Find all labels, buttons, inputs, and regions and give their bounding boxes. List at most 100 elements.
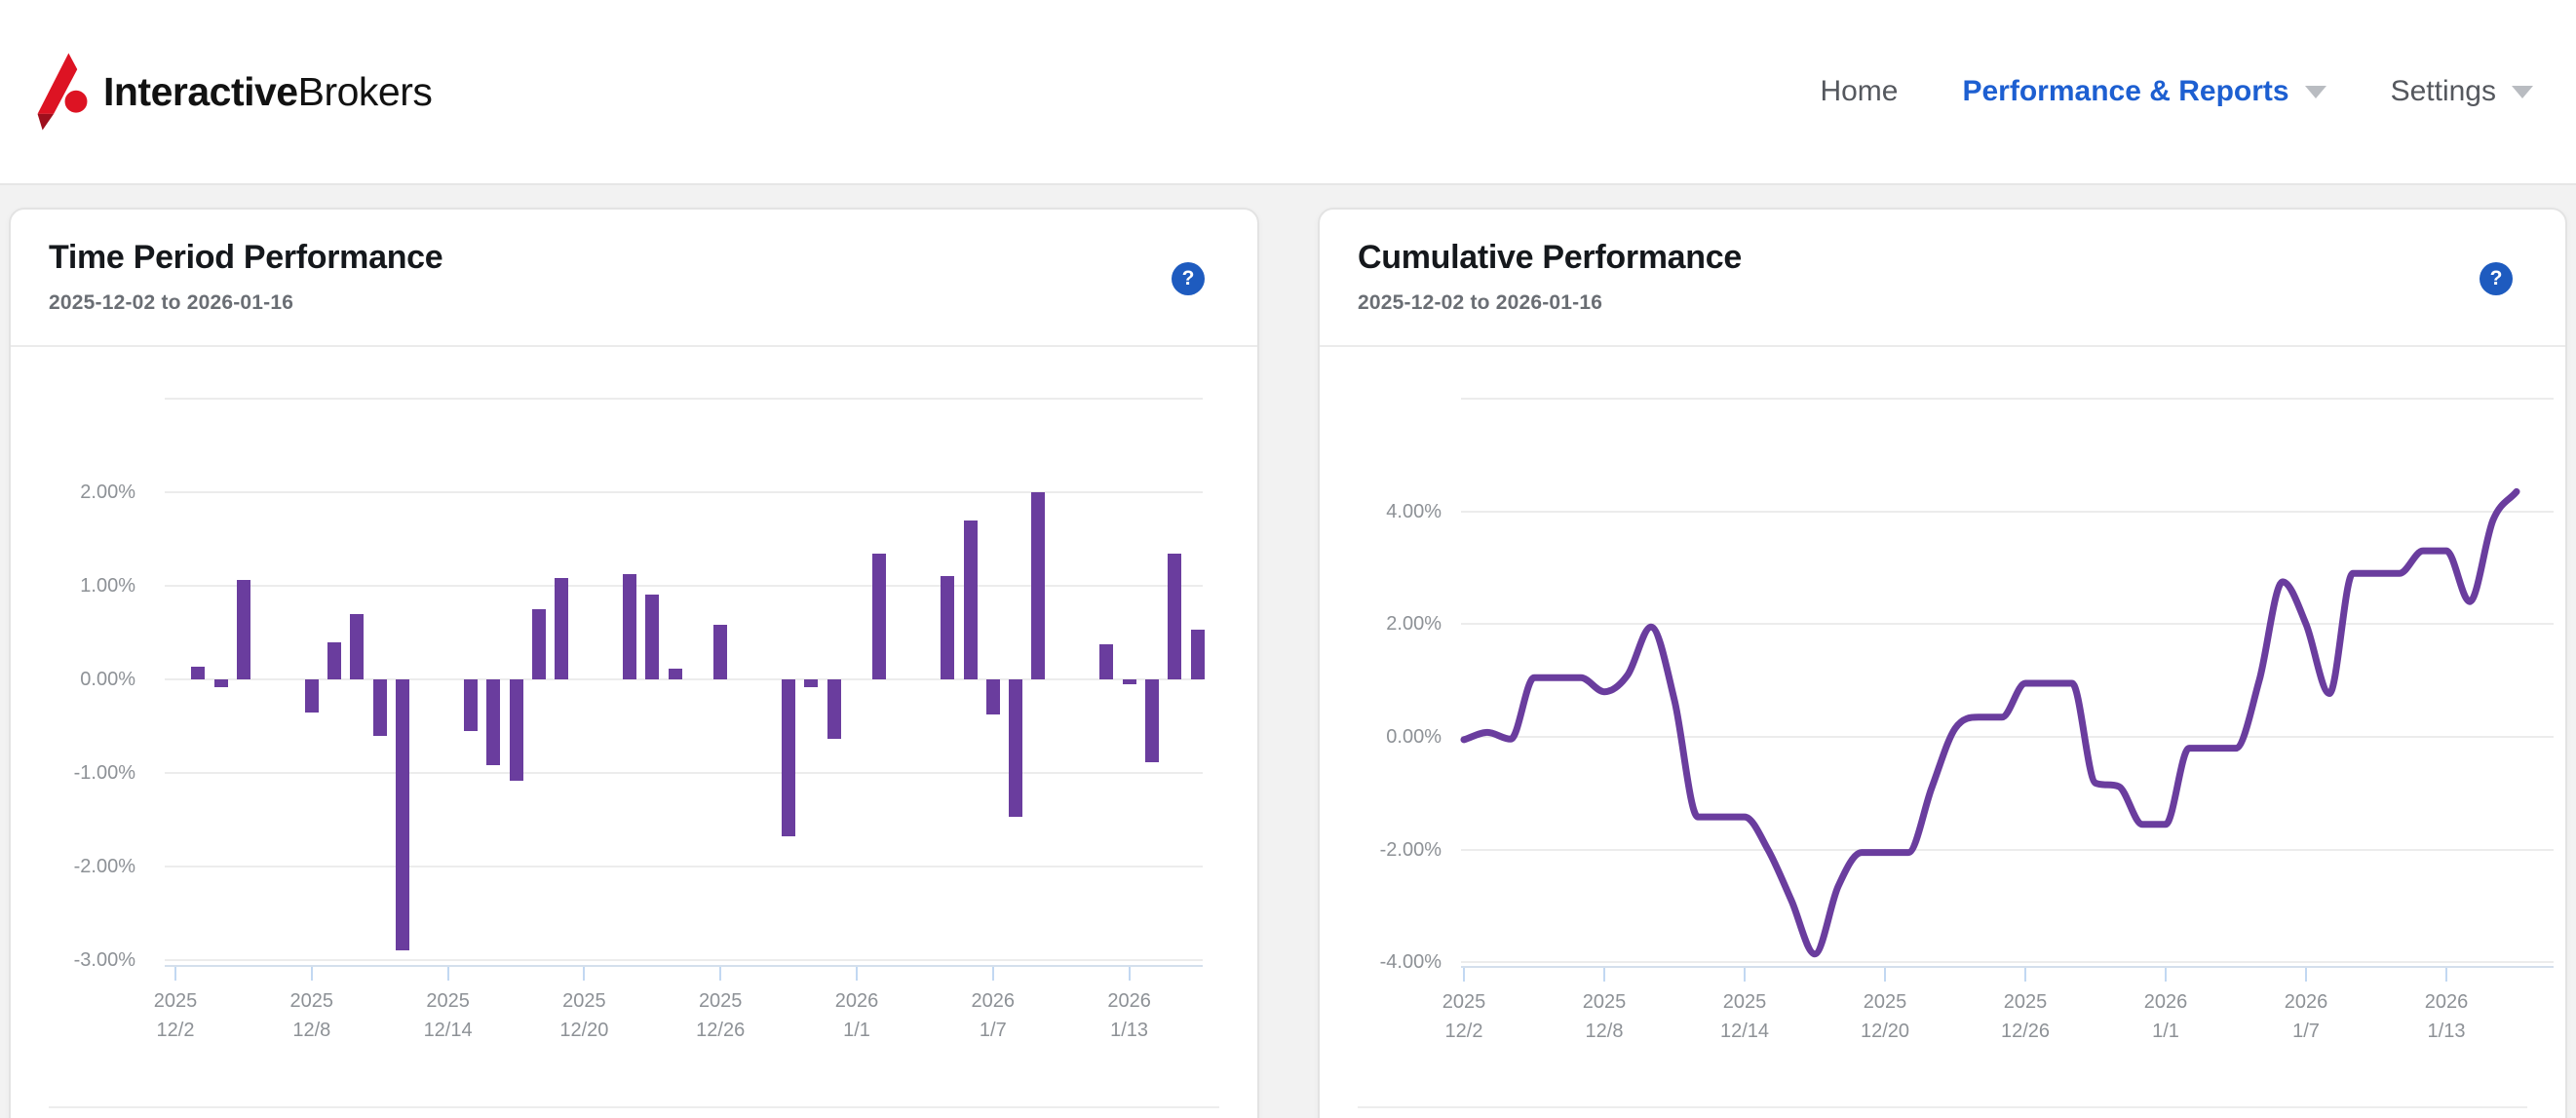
- y-axis-label: 0.00%: [80, 669, 135, 690]
- x-axis-label: 2026 1/1: [834, 990, 879, 1041]
- gridline: [1461, 848, 2554, 851]
- daily-return-bar: [372, 679, 387, 736]
- divider: [11, 345, 1257, 347]
- time-period-performance-chart[interactable]: 2.00% 1.00% 0.00% -1.00% -2.00% -3.00% 2025 12/…: [11, 210, 1257, 1118]
- daily-return-bar: [645, 594, 660, 679]
- axis-tick: [1884, 968, 1886, 982]
- divider: [1320, 345, 2565, 347]
- daily-return-bar: [486, 679, 501, 766]
- daily-return-bar: [1122, 679, 1136, 684]
- axis-tick: [1744, 968, 1746, 982]
- x-axis-line: [1461, 966, 2554, 968]
- x-axis-label: 2026 1/7: [971, 990, 1016, 1041]
- daily-return-bar: [963, 520, 978, 679]
- ibkr-logo-icon: [37, 53, 88, 131]
- gridline: [165, 678, 1203, 680]
- daily-return-bar: [804, 679, 819, 687]
- gridline: [165, 959, 1203, 961]
- axis-tick: [583, 967, 586, 981]
- axis-tick: [2445, 968, 2447, 982]
- gridline: [1461, 623, 2554, 626]
- axis-tick: [446, 967, 449, 981]
- axis-tick: [1463, 968, 1465, 982]
- daily-return-bar: [713, 625, 728, 679]
- nav-item-label: Settings: [2390, 75, 2496, 107]
- main-nav: Home Performance & Reports Settings: [1820, 75, 2533, 108]
- time-period-performance-card: Time Period Performance 2025-12-02 to 20…: [9, 208, 1259, 1118]
- axis-tick: [991, 967, 994, 981]
- gridline: [1461, 397, 2554, 400]
- daily-return-bar: [350, 613, 365, 679]
- x-axis-label: 2025 12/8: [1582, 991, 1627, 1042]
- axis-tick: [1128, 967, 1131, 981]
- daily-return-bar: [985, 679, 1000, 715]
- card-title: Time Period Performance: [49, 239, 443, 276]
- gridline: [165, 772, 1203, 774]
- daily-return-bar: [1009, 679, 1023, 818]
- x-axis-label: 2025 12/20: [559, 990, 609, 1041]
- x-axis-label: 2025 12/14: [423, 990, 473, 1041]
- daily-return-bar: [1099, 644, 1114, 679]
- nav-item-performance-reports[interactable]: Performance & Reports: [1962, 75, 2326, 108]
- daily-return-bar: [1144, 679, 1159, 763]
- y-axis-label: -4.00%: [1379, 951, 1442, 974]
- y-axis-label: -3.00%: [73, 949, 135, 971]
- divider: [49, 1106, 1219, 1108]
- y-axis-label: 0.00%: [1386, 726, 1442, 748]
- axis-tick: [2305, 968, 2307, 982]
- axis-tick: [856, 967, 858, 981]
- x-axis-label: 2026 1/13: [1107, 990, 1151, 1041]
- daily-return-bar: [236, 580, 250, 679]
- x-axis-label: 2026 1/13: [2424, 991, 2469, 1042]
- card-date-range: 2025-12-02 to 2026-01-16: [1358, 291, 1603, 314]
- y-axis-label: -1.00%: [73, 762, 135, 784]
- logo[interactable]: InteractiveBrokers: [35, 49, 433, 135]
- chevron-down-icon: [2512, 85, 2533, 98]
- x-axis-label: 2025 12/26: [696, 990, 746, 1041]
- daily-return-bar: [623, 574, 636, 679]
- daily-return-bar: [782, 679, 796, 837]
- x-axis-label: 2026 1/7: [2284, 991, 2328, 1042]
- nav-item-home[interactable]: Home: [1820, 75, 1898, 108]
- daily-return-bar: [827, 679, 841, 740]
- daily-return-bar: [1031, 492, 1046, 679]
- x-axis-label: 2025 12/20: [1860, 991, 1910, 1042]
- daily-return-bar: [509, 679, 523, 781]
- y-axis-label: 4.00%: [1386, 500, 1442, 522]
- gridline: [165, 491, 1203, 493]
- y-axis-label: 2.00%: [1386, 613, 1442, 636]
- chevron-down-icon: [2304, 85, 2326, 98]
- axis-tick: [719, 967, 722, 981]
- x-axis-label: 2025 12/2: [153, 990, 198, 1041]
- gridline: [165, 866, 1203, 867]
- daily-return-bar: [941, 576, 955, 679]
- axis-tick: [2024, 968, 2026, 982]
- nav-item-settings[interactable]: Settings: [2391, 75, 2533, 108]
- x-axis-line: [165, 965, 1203, 967]
- cumulative-performance-chart[interactable]: 4.00% 2.00% 0.00% -2.00% -4.00% 2025 12/2 2025 1…: [1320, 210, 2565, 1118]
- y-axis-label: -2.00%: [1379, 838, 1442, 861]
- help-icon[interactable]: ?: [2480, 262, 2513, 295]
- x-axis-label: 2025 12/2: [1442, 991, 1486, 1042]
- y-axis-label: 2.00%: [80, 482, 135, 503]
- daily-return-bar: [327, 641, 342, 679]
- gridline: [165, 398, 1203, 400]
- daily-return-bar: [191, 666, 206, 679]
- daily-return-bar: [396, 679, 409, 951]
- cumulative-performance-line: [1460, 487, 2520, 958]
- help-icon[interactable]: ?: [1172, 262, 1205, 295]
- card-title: Cumulative Performance: [1358, 239, 1742, 276]
- cumulative-performance-card: Cumulative Performance 2025-12-02 to 202…: [1318, 208, 2567, 1118]
- x-axis-label: 2026 1/1: [2143, 991, 2188, 1042]
- x-axis-label: 2025 12/26: [2000, 991, 2051, 1042]
- divider: [1358, 1106, 2527, 1108]
- y-axis-label: -2.00%: [73, 856, 135, 877]
- axis-tick: [2165, 968, 2167, 982]
- gridline: [1461, 736, 2554, 738]
- daily-return-bar: [872, 554, 887, 679]
- app-header: InteractiveBrokers Home Performance & Re…: [0, 0, 2576, 185]
- axis-tick: [1603, 968, 1605, 982]
- daily-return-bar: [531, 609, 546, 679]
- nav-item-label: Performance & Reports: [1962, 75, 2289, 107]
